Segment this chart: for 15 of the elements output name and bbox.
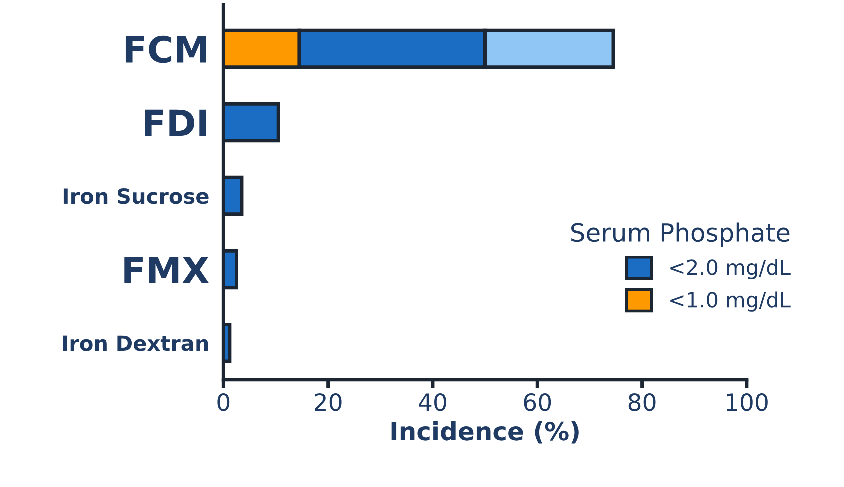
x-tick-label: 20 [315, 393, 342, 412]
y-tick-label: FMX [124, 256, 210, 284]
legend-title: Serum Phosphate [572, 222, 790, 248]
x-tick-label: 60 [524, 393, 552, 412]
y-tick-label: FCM [126, 36, 206, 64]
x-tick-label: 40 [419, 393, 446, 412]
legend-label: <2.0 mg/dL [670, 259, 791, 280]
x-tick-label: 80 [628, 393, 656, 412]
x-tick-label: 0 [218, 393, 230, 412]
x-tick-label: 100 [727, 393, 768, 412]
y-tick-label: Iron Dextran [63, 336, 208, 352]
y-tick-label: Iron Sucrose [64, 188, 209, 204]
y-tick-label: FDI [145, 110, 206, 136]
x-axis-title: Incidence (%) [392, 421, 579, 444]
legend-label: <1.0 mg/dL [670, 292, 791, 312]
